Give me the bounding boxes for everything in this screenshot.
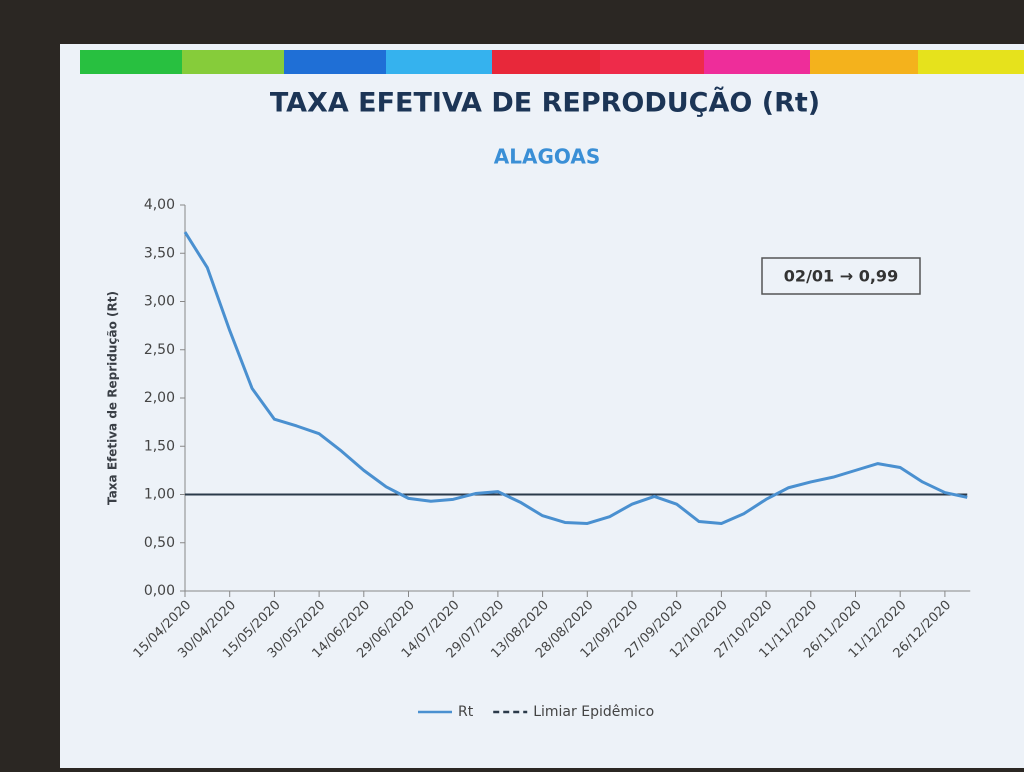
y-tick-label: 0,00	[144, 583, 175, 599]
y-tick-label: 1,50	[144, 438, 175, 454]
y-tick-label: 1,00	[144, 487, 175, 503]
y-tick-label: 3,50	[144, 245, 175, 261]
y-tick-label: 4,00	[144, 197, 175, 213]
series-line	[183, 231, 968, 525]
y-tick-label: 0,50	[144, 535, 175, 551]
color-stripe	[80, 50, 1024, 74]
y-tick-label: 2,50	[144, 342, 175, 358]
annotation-box	[761, 257, 921, 295]
legend-label: Limiar Epidêmico	[533, 704, 654, 720]
legend-label: Rt	[458, 704, 474, 720]
y-axis-label: Taxa Efetiva de Repridução (Rt)	[106, 291, 120, 505]
y-tick-label: 2,00	[144, 390, 175, 406]
chart-title: TAXA EFETIVA DE REPRODUÇÃO (Rt)	[270, 87, 820, 119]
screen	[60, 44, 1024, 768]
annotation: 02/01 → 0,99	[784, 267, 898, 286]
chart-subtitle: ALAGOAS	[494, 145, 600, 169]
y-tick-label: 3,00	[144, 294, 175, 310]
